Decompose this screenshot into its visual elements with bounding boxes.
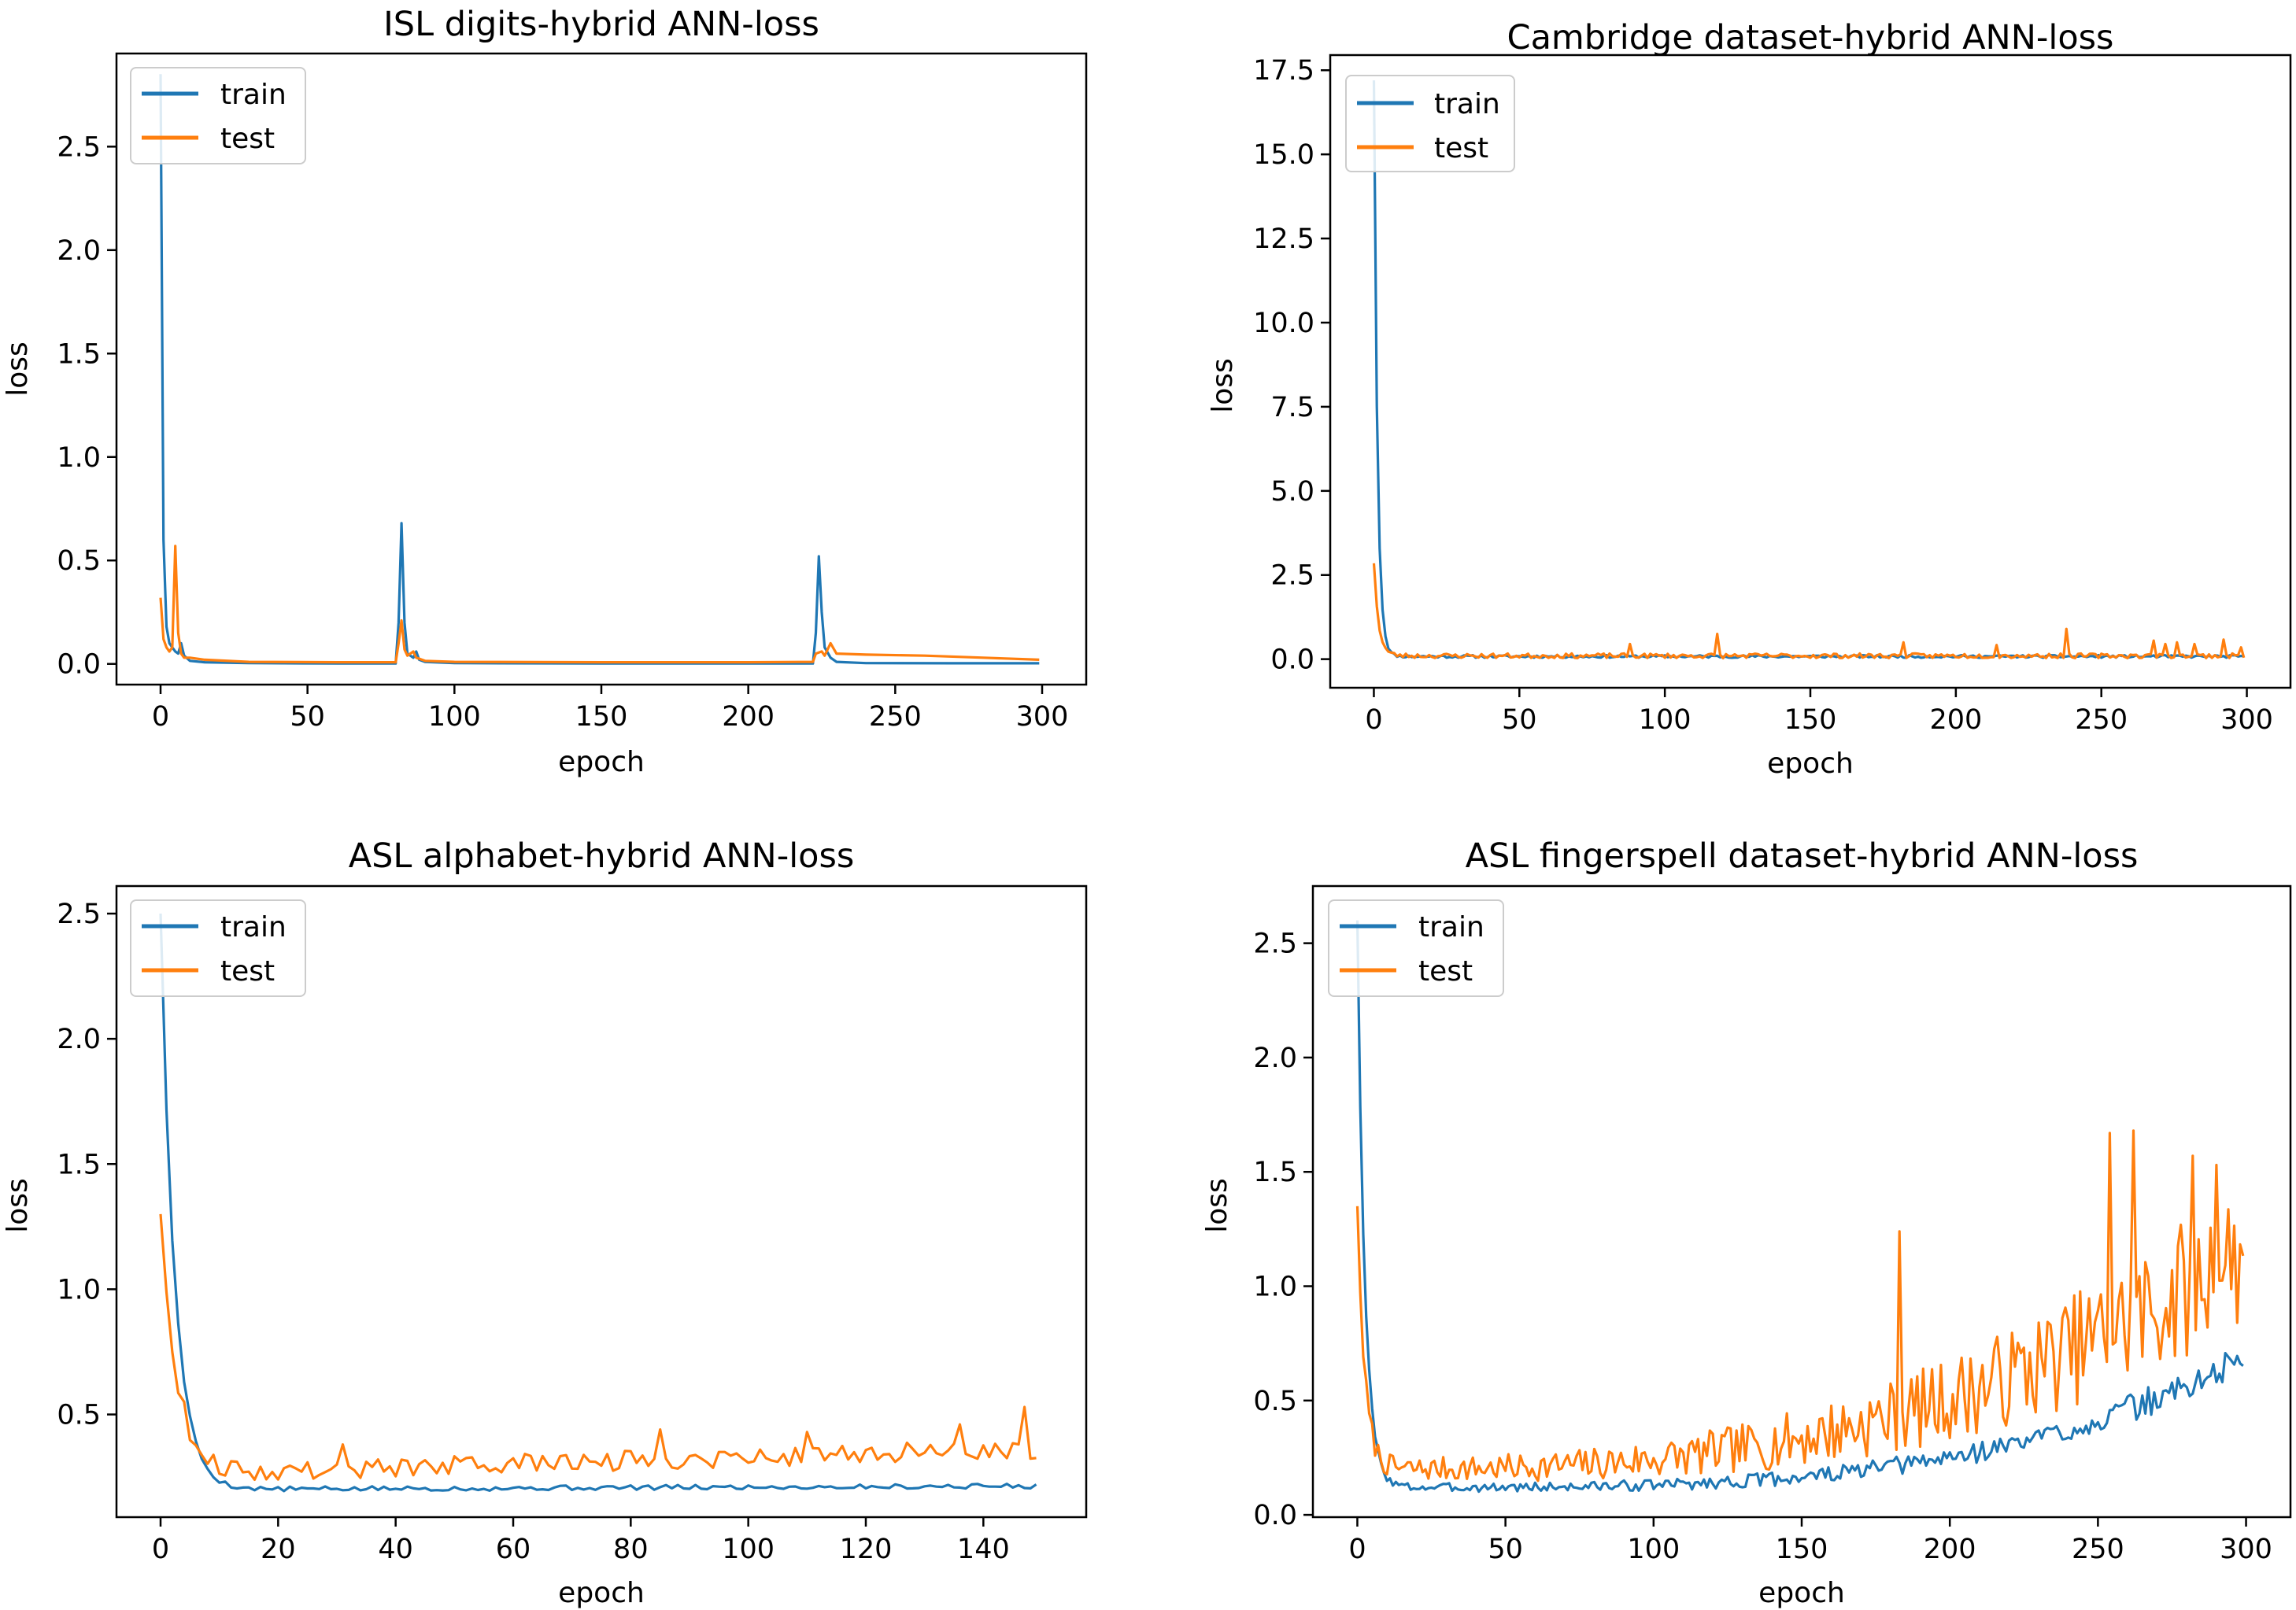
- x-tick-label: 250: [2072, 1534, 2124, 1565]
- chart-title: ASL fingerspell dataset-hybrid ANN-loss: [1466, 836, 2139, 876]
- legend-label-test: test: [220, 955, 275, 988]
- y-tick-label: 10.0: [1253, 308, 1314, 339]
- series-line-train: [159, 913, 1037, 1493]
- x-tick-label: 0: [1348, 1534, 1366, 1565]
- plot-frame: [1311, 884, 2292, 1519]
- y-tick-label: 1.0: [57, 1274, 101, 1305]
- y-tick-label: 2.5: [57, 899, 101, 930]
- legend: train test: [130, 899, 306, 997]
- y-tick-label: 2.0: [1253, 1043, 1297, 1074]
- y-tick-label: 5.0: [1270, 476, 1314, 508]
- chart-title: ISL digits-hybrid ANN-loss: [383, 5, 819, 44]
- x-tick-label: 200: [1924, 1534, 1976, 1565]
- x-tick-label: 40: [378, 1534, 413, 1565]
- x-tick-label: 80: [613, 1534, 649, 1565]
- y-tick-label: 15.0: [1253, 139, 1314, 171]
- x-tick-label: 300: [1016, 701, 1069, 733]
- x-tick-label: 0: [152, 701, 169, 733]
- y-tick-label: 2.0: [57, 235, 101, 267]
- plot-frame: [115, 52, 1088, 686]
- y-tick-label: 2.5: [1253, 929, 1297, 960]
- legend-label-train: train: [220, 911, 287, 943]
- y-tick-label: 1.5: [57, 1149, 101, 1180]
- y-axis-label: loss: [2, 1178, 34, 1233]
- plot-frame: [115, 884, 1088, 1519]
- y-axis-label: loss: [1201, 1178, 1233, 1233]
- x-tick-label: 100: [428, 701, 481, 733]
- series-line-test: [1355, 1129, 2245, 1483]
- legend: train test: [1328, 899, 1504, 997]
- x-axis-label: epoch: [1758, 1577, 1845, 1609]
- y-tick-label: 7.5: [1270, 392, 1314, 423]
- y-tick-label: 17.5: [1253, 55, 1314, 87]
- y-tick-label: 1.5: [1253, 1157, 1297, 1188]
- y-axis-label: loss: [1207, 358, 1239, 413]
- x-tick-label: 250: [2075, 704, 2128, 736]
- y-tick-label: 2.0: [57, 1024, 101, 1055]
- y-tick-label: 2.5: [1270, 560, 1314, 592]
- x-tick-label: 60: [496, 1534, 531, 1565]
- x-tick-label: 100: [1627, 1534, 1680, 1565]
- legend-label-train: train: [1418, 911, 1484, 943]
- x-tick-label: 300: [2220, 704, 2273, 736]
- x-tick-label: 200: [722, 701, 775, 733]
- legend-label-test: test: [1418, 955, 1473, 988]
- x-axis-label: epoch: [558, 1577, 645, 1609]
- y-tick-label: 12.5: [1253, 223, 1314, 255]
- series-line-test: [1372, 563, 2246, 659]
- chart-cambridge: Cambridge dataset-hybrid ANN-loss epoch …: [1207, 18, 2292, 780]
- x-tick-label: 140: [957, 1534, 1010, 1565]
- legend: train test: [130, 67, 306, 164]
- x-tick-label: 200: [1929, 704, 1982, 736]
- y-tick-label: 0.5: [1253, 1386, 1297, 1417]
- x-tick-label: 50: [1488, 1534, 1523, 1565]
- chart-title: ASL alphabet-hybrid ANN-loss: [349, 836, 855, 876]
- x-tick-label: 150: [1784, 704, 1837, 736]
- x-tick-label: 0: [152, 1534, 169, 1565]
- series-line-test: [159, 545, 1040, 664]
- y-tick-label: 1.5: [57, 338, 101, 370]
- series-line-train: [1355, 920, 2244, 1494]
- x-tick-label: 120: [840, 1534, 893, 1565]
- x-tick-label: 50: [1502, 704, 1537, 736]
- y-tick-label: 1.0: [1253, 1272, 1297, 1303]
- chart-title: Cambridge dataset-hybrid ANN-loss: [1507, 18, 2114, 57]
- chart-isl-digits: ISL digits-hybrid ANN-loss epoch loss 0 5…: [2, 5, 1088, 778]
- x-tick-label: 20: [261, 1534, 296, 1565]
- series-line-test: [159, 1213, 1037, 1481]
- y-tick-label: 1.0: [57, 442, 101, 474]
- x-tick-label: 100: [1639, 704, 1691, 736]
- plot-frame: [1329, 54, 2292, 689]
- x-tick-label: 150: [575, 701, 628, 733]
- x-tick-label: 0: [1365, 704, 1382, 736]
- x-axis-label: epoch: [558, 746, 645, 778]
- y-tick-label: 2.5: [57, 131, 101, 163]
- x-tick-label: 50: [290, 701, 325, 733]
- legend-label-test: test: [1434, 132, 1488, 164]
- y-axis-label: loss: [2, 342, 34, 397]
- y-tick-label: 0.5: [57, 1400, 101, 1431]
- legend-label-train: train: [1434, 88, 1500, 120]
- x-tick-label: 150: [1776, 1534, 1828, 1565]
- legend-label-test: test: [220, 123, 275, 155]
- x-axis-label: epoch: [1767, 748, 1854, 780]
- y-tick-label: 0.5: [57, 545, 101, 577]
- legend: train test: [1345, 75, 1515, 172]
- y-tick-label: 0.0: [1270, 644, 1314, 676]
- y-tick-label: 0.0: [1253, 1500, 1297, 1531]
- chart-asl-fingerspell: ASL fingerspell dataset-hybrid ANN-loss …: [1201, 836, 2292, 1609]
- x-tick-label: 300: [2220, 1534, 2272, 1565]
- x-tick-label: 250: [869, 701, 922, 733]
- y-tick-label: 0.0: [57, 649, 101, 681]
- chart-asl-alphabet: ASL alphabet-hybrid ANN-loss epoch loss …: [2, 836, 1088, 1609]
- x-tick-label: 100: [722, 1534, 775, 1565]
- legend-label-train: train: [220, 79, 287, 111]
